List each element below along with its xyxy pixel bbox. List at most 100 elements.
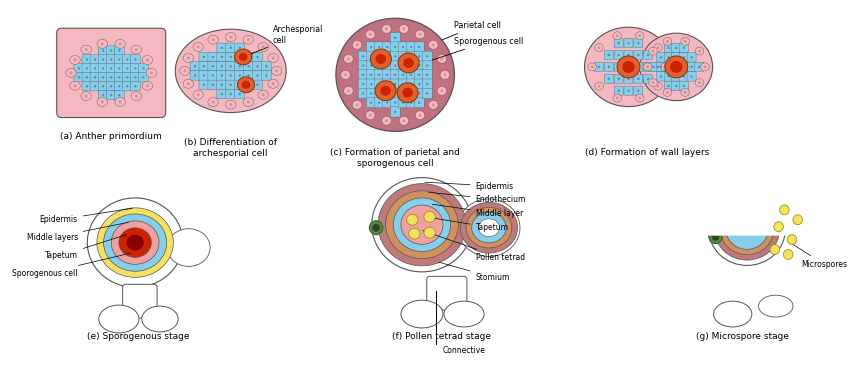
Circle shape (426, 74, 428, 76)
FancyBboxPatch shape (390, 98, 400, 108)
Circle shape (85, 94, 87, 98)
FancyBboxPatch shape (644, 74, 652, 84)
Circle shape (119, 100, 122, 104)
Circle shape (711, 232, 719, 241)
Circle shape (203, 84, 205, 86)
Circle shape (691, 66, 693, 68)
Circle shape (247, 38, 250, 41)
Circle shape (402, 119, 405, 122)
Circle shape (271, 57, 275, 60)
Circle shape (394, 111, 396, 113)
Circle shape (229, 93, 232, 95)
FancyBboxPatch shape (624, 50, 633, 60)
Circle shape (386, 64, 389, 67)
FancyBboxPatch shape (422, 51, 432, 62)
Circle shape (239, 93, 241, 95)
Circle shape (691, 75, 693, 78)
Circle shape (385, 27, 388, 30)
Circle shape (126, 58, 128, 61)
FancyBboxPatch shape (235, 89, 245, 99)
Ellipse shape (444, 301, 484, 327)
Circle shape (239, 84, 241, 86)
Circle shape (402, 27, 405, 30)
Circle shape (221, 84, 223, 86)
FancyBboxPatch shape (398, 42, 408, 52)
Circle shape (426, 83, 428, 85)
Circle shape (102, 76, 104, 78)
FancyBboxPatch shape (115, 55, 124, 64)
Circle shape (101, 42, 104, 45)
FancyBboxPatch shape (374, 98, 384, 108)
Circle shape (203, 65, 205, 68)
FancyBboxPatch shape (366, 70, 376, 80)
Circle shape (372, 224, 380, 232)
Circle shape (410, 83, 413, 85)
FancyBboxPatch shape (235, 80, 245, 89)
Text: Connective: Connective (443, 346, 486, 355)
Circle shape (663, 65, 666, 68)
Ellipse shape (386, 191, 458, 259)
Circle shape (441, 57, 443, 60)
FancyBboxPatch shape (624, 38, 633, 48)
FancyBboxPatch shape (374, 79, 384, 89)
FancyBboxPatch shape (687, 62, 696, 72)
FancyBboxPatch shape (98, 90, 108, 100)
Circle shape (256, 65, 259, 68)
FancyBboxPatch shape (235, 43, 245, 52)
Ellipse shape (167, 229, 211, 266)
Ellipse shape (127, 235, 144, 250)
Ellipse shape (440, 70, 449, 79)
Circle shape (617, 90, 620, 92)
Ellipse shape (146, 68, 157, 77)
FancyBboxPatch shape (217, 52, 227, 62)
FancyBboxPatch shape (624, 62, 633, 72)
Ellipse shape (376, 54, 386, 64)
FancyBboxPatch shape (115, 46, 124, 55)
Ellipse shape (193, 42, 204, 51)
FancyBboxPatch shape (414, 42, 425, 52)
Circle shape (410, 102, 413, 104)
Circle shape (426, 55, 428, 57)
Circle shape (94, 85, 96, 87)
Circle shape (134, 67, 137, 70)
Circle shape (356, 44, 359, 46)
Circle shape (119, 42, 122, 45)
Circle shape (370, 46, 372, 48)
Circle shape (101, 100, 104, 104)
Ellipse shape (654, 44, 663, 52)
Text: Pollen tetrad: Pollen tetrad (423, 231, 525, 262)
Circle shape (637, 78, 639, 80)
Circle shape (102, 58, 104, 61)
Circle shape (684, 40, 687, 43)
Text: Tapetum: Tapetum (45, 234, 127, 260)
Circle shape (247, 100, 250, 104)
Ellipse shape (415, 30, 425, 39)
Circle shape (239, 65, 241, 68)
FancyBboxPatch shape (614, 50, 623, 60)
Ellipse shape (695, 79, 704, 87)
Circle shape (118, 76, 121, 78)
Ellipse shape (640, 33, 713, 101)
Ellipse shape (401, 300, 443, 328)
Circle shape (597, 85, 601, 88)
FancyBboxPatch shape (427, 276, 467, 310)
Circle shape (394, 64, 396, 67)
Text: (f) Pollen tetrad stage: (f) Pollen tetrad stage (391, 332, 490, 341)
FancyBboxPatch shape (664, 62, 673, 72)
Circle shape (94, 76, 96, 78)
FancyBboxPatch shape (244, 80, 253, 89)
Circle shape (118, 50, 121, 52)
FancyBboxPatch shape (633, 62, 643, 72)
Ellipse shape (193, 90, 204, 99)
Circle shape (386, 55, 389, 57)
Ellipse shape (119, 228, 152, 257)
Circle shape (675, 56, 677, 58)
Ellipse shape (424, 211, 436, 222)
FancyBboxPatch shape (358, 79, 368, 89)
Ellipse shape (366, 111, 375, 120)
Circle shape (426, 64, 428, 67)
Ellipse shape (399, 24, 408, 33)
Ellipse shape (403, 58, 413, 68)
FancyBboxPatch shape (398, 98, 408, 108)
Circle shape (378, 102, 380, 104)
